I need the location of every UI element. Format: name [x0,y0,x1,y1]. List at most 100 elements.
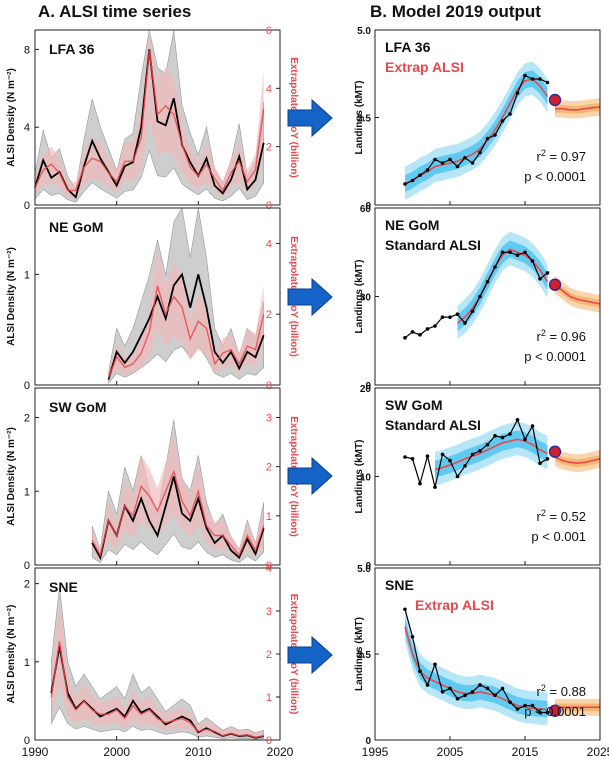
y-tick-label: 20 [360,384,372,395]
observed-point [433,157,437,162]
observed-point [493,133,497,137]
observed-point [440,690,445,694]
observed-point [410,457,415,461]
panel-frame [34,29,281,206]
observed-point [448,157,452,162]
y2-tick-label: 1 [266,692,272,704]
y-tick-label: 0 [24,735,30,747]
observed-point [478,449,482,453]
y2-tick-label: 4 [266,238,272,250]
y-axis-label: Landings (kMT) [354,617,365,691]
observed-point [485,686,490,691]
endpoint-marker [548,704,562,717]
p-value-label: p < 0.0001 [524,349,586,364]
y2-tick-label: 0 [266,380,272,392]
r-squared-label: r2 = 0.97 [537,148,586,164]
model-band-inner [435,430,548,478]
y-tick-label: 2 [24,413,30,425]
observed-point [500,250,505,255]
black-density-line [107,272,265,380]
observed-point [523,250,527,255]
observed-point [463,693,467,698]
observed-point [425,683,430,687]
y-axis-label: ALSI Density (N m⁻²) [6,605,17,704]
observed-point [545,710,550,715]
y-axis-label: Landings (kMT) [354,440,365,514]
y-tick-label: 0 [365,381,371,392]
observed-point [440,161,445,165]
observed-point [485,136,490,141]
y2-tick-label: 0 [266,200,272,212]
x-tick-label: 1995 [362,745,389,759]
panel-frame [34,387,281,566]
y-axis-label: ALSI Density (N m⁻²) [6,68,17,167]
observed-point [403,607,407,612]
observed-landings-line [404,74,548,185]
left-panel-3: 0 1 2 0 1 2 3 4 1990 2000 2010 2020 SNE ALSI Density … [6,563,299,759]
y-tick-label: 8 [24,44,30,56]
observed-point [455,474,460,479]
y-tick-label: 60 [360,204,372,215]
observed-point [530,77,535,81]
y2-tick-label: 2 [266,462,272,474]
observed-point [545,271,550,275]
x-tick-label: 2020 [267,745,294,759]
x-tick-label: 1990 [22,745,49,759]
model-type-label: Extrap ALSI [385,59,464,75]
y2-tick-label: 4 [266,563,272,575]
y-tick-label: 0 [24,560,30,572]
observed-point [493,433,497,438]
r-squared-label: r2 = 0.88 [537,683,586,699]
y2-tick-label: 2 [266,649,272,661]
p-value-label: p < 0.0001 [524,704,586,719]
x-tick-label: 2015 [512,745,539,759]
observed-point [410,178,415,183]
x-tick-label: 2025 [587,745,609,759]
observed-point [538,277,542,281]
observed-point [418,481,422,486]
observed-point [523,73,527,78]
y-tick-label: 4 [24,122,30,134]
right-arrow-icon [287,456,333,496]
observed-point [478,294,482,299]
observed-point [508,112,512,116]
y-axis-label: ALSI Density (N m⁻²) [6,427,17,526]
model-band-inner [405,617,548,718]
forecast-band-inner [555,103,600,114]
observed-point [500,435,505,440]
model-fit-line [404,626,548,711]
observed-landings-line [404,418,548,488]
model-type-label: Standard ALSI [385,417,481,433]
observed-point [493,693,497,698]
y2-tick-label: 3 [266,606,272,618]
y-tick-label: 1 [24,657,30,669]
y2-tick-label: 4 [266,83,272,95]
observed-point [425,168,430,172]
observed-point [410,635,415,639]
y-tick-label: 0 [365,201,371,212]
observed-point [410,330,415,334]
observed-point [440,315,445,319]
observed-point [493,265,497,269]
region-label: LFA 36 [49,41,95,57]
y2-tick-label: 0 [266,560,272,572]
region-label: SNE [49,579,78,595]
model-type-label: Extrap ALSI [415,597,494,613]
model-type-label: Standard ALSI [385,237,481,253]
y-tick-label: 5.0 [357,26,371,37]
y-tick-label: 0 [24,200,30,212]
observed-point [545,80,550,85]
observed-point [478,150,482,155]
observed-point [515,707,520,711]
observed-point [455,164,460,169]
x-tick-label: 2010 [185,745,212,759]
observed-point [470,690,475,694]
r-squared-label: r2 = 0.96 [537,328,586,344]
observed-point [523,703,527,708]
observed-point [455,312,460,317]
y-axis-label: Landings (kMT) [354,81,365,155]
y2-tick-label: 6 [266,25,272,37]
